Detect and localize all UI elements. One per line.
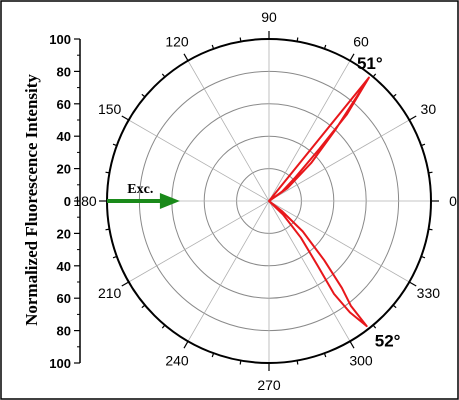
angle-label-270: 270	[257, 377, 281, 393]
angle-tick-240	[183, 340, 189, 349]
angle-tick-140	[141, 93, 146, 98]
angle-tick-330	[408, 281, 417, 287]
angle-tick-260	[239, 360, 242, 365]
angle-tick-190	[105, 228, 110, 231]
y-axis-label: Normalized Fluorescence Intensity	[22, 74, 41, 326]
angle-label-120: 120	[165, 34, 189, 50]
spoke-330	[268, 200, 410, 283]
angle-label-150: 150	[98, 101, 122, 117]
annotation-exc: Exc.	[127, 182, 153, 197]
series-layer	[268, 76, 370, 328]
radial-tick-label-10: 100	[49, 356, 71, 371]
angle-tick-340	[421, 255, 426, 259]
radial-tick-label-6: 20	[57, 226, 71, 241]
angle-tick-210	[121, 281, 130, 287]
radial-tick-label-9: 80	[57, 324, 71, 339]
angle-tick-280	[296, 360, 299, 365]
radial-tick-label-3: 40	[57, 129, 71, 144]
angle-tick-170	[105, 171, 110, 174]
angle-tick-230	[161, 324, 166, 329]
angle-tick-50	[372, 73, 377, 78]
radial-tick-label-5: 0	[64, 194, 71, 209]
angle-tick-20	[421, 143, 426, 147]
angle-tick-120	[183, 53, 189, 62]
angle-label-180: 180	[73, 193, 97, 209]
radial-tick-label-2: 60	[57, 97, 71, 112]
angle-tick-220	[141, 304, 146, 309]
angle-tick-300	[349, 340, 355, 349]
angle-tick-160	[112, 143, 117, 147]
radial-axis: 100 80 60 40 20 0 20 40 60 80 100	[49, 32, 81, 371]
angle-tick-10	[428, 171, 433, 174]
angle-labels: 0 30 60 90 120 150 180 210 240 270 300 330	[73, 9, 457, 393]
angle-label-210: 210	[98, 285, 122, 301]
angle-label-240: 240	[165, 352, 189, 368]
angle-tick-290	[323, 353, 327, 358]
annotations-layer: 51° 52° Exc.	[107, 54, 401, 351]
radial-tick-label-8: 60	[57, 291, 71, 306]
spoke-150	[128, 119, 270, 202]
excitation-arrow-head	[159, 193, 180, 209]
angle-tick-30	[408, 115, 417, 121]
series-line-0	[268, 76, 370, 328]
radial-tick-label-4: 20	[57, 162, 71, 177]
spoke-30	[268, 119, 410, 202]
spoke-300	[268, 200, 351, 342]
angle-tick-100	[239, 37, 242, 42]
radial-tick-label-7: 40	[57, 259, 71, 274]
angle-label-90: 90	[261, 9, 277, 25]
angle-tick-60	[349, 53, 355, 62]
angle-tick-320	[392, 304, 397, 309]
angle-tick-250	[211, 353, 215, 358]
angle-label-30: 30	[421, 101, 437, 117]
spoke-120	[187, 60, 270, 202]
annotation-51: 51°	[357, 54, 383, 73]
angle-label-60: 60	[353, 34, 369, 50]
angle-label-300: 300	[349, 352, 373, 368]
angle-label-330: 330	[417, 285, 441, 301]
angle-tick-350	[428, 228, 433, 231]
spoke-240	[187, 200, 270, 342]
spoke-60	[268, 60, 351, 202]
angle-tick-130	[161, 73, 166, 78]
angle-tick-40	[392, 93, 397, 98]
angle-tick-70	[323, 44, 327, 49]
radial-tick-label-0: 100	[49, 32, 71, 47]
annotation-52: 52°	[375, 332, 401, 351]
angle-tick-200	[112, 255, 117, 259]
spoke-210	[128, 200, 270, 283]
radial-tick-label-1: 80	[57, 64, 71, 79]
angle-tick-80	[296, 37, 299, 42]
angle-label-0: 0	[449, 193, 457, 209]
angle-tick-110	[211, 44, 215, 49]
angle-tick-310	[372, 324, 377, 329]
angle-tick-150	[121, 115, 130, 121]
